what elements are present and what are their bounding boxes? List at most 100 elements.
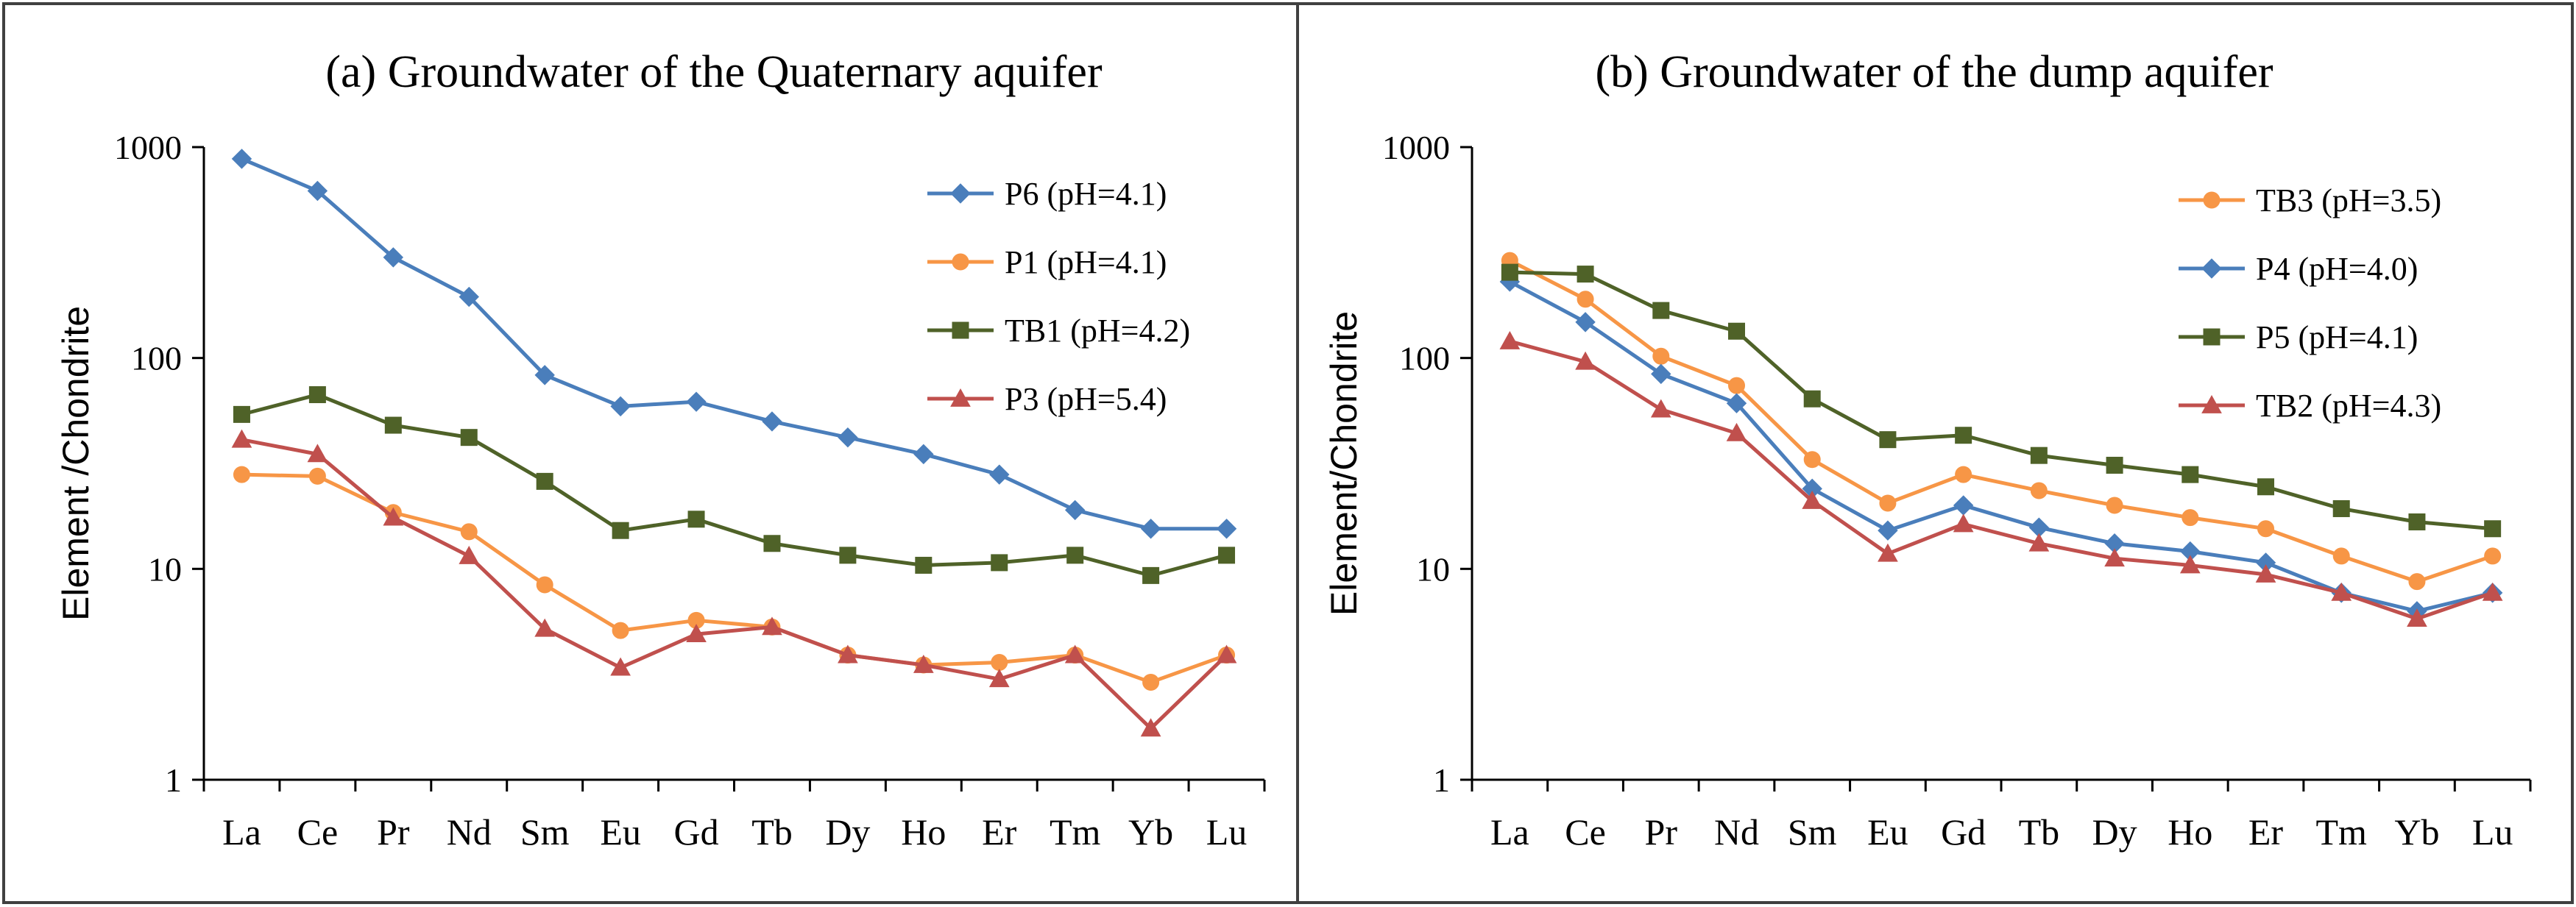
data-point (2179, 555, 2201, 574)
data-point (2182, 509, 2199, 527)
data-point (913, 444, 934, 465)
data-point (2106, 497, 2123, 514)
data-point (2257, 478, 2274, 496)
x-tick-label-ce: Ce (297, 811, 339, 853)
x-tick-label-la: La (222, 811, 261, 853)
data-point (231, 149, 252, 169)
data-point (308, 467, 326, 485)
y-tick-label: 100 (131, 340, 182, 377)
y-tick-label: 1000 (114, 129, 182, 166)
data-point (536, 472, 553, 490)
data-point (459, 545, 480, 564)
data-point (460, 429, 478, 447)
x-tick-label-pr: Pr (377, 811, 410, 853)
data-point (1575, 312, 1596, 332)
legend-marker (952, 253, 969, 271)
data-point (2484, 520, 2502, 538)
panel-b: (b) Groundwater of the dump aquifer Eleme… (1323, 47, 2532, 853)
data-point (459, 286, 479, 307)
x-tick-label-yb: Yb (2394, 811, 2439, 853)
legend-marker (950, 388, 971, 407)
x-tick-label-eu: Eu (1867, 811, 1908, 853)
data-point (383, 247, 404, 268)
data-point (838, 644, 858, 664)
data-point (1499, 330, 1521, 349)
legend-label: P6 (pH=4.1) (1005, 176, 1167, 212)
data-point (991, 654, 1008, 672)
data-point (839, 547, 857, 564)
y-axis-label: Element /Chondrite (55, 306, 96, 621)
data-point (1575, 351, 1596, 370)
data-point (384, 416, 402, 434)
data-point (2332, 499, 2350, 517)
x-tick-label-sm: Sm (520, 811, 570, 853)
data-point (534, 365, 555, 385)
x-tick-label-er: Er (2248, 811, 2284, 853)
data-point (534, 618, 556, 637)
series-line-1 (1509, 280, 2494, 613)
data-point (610, 396, 631, 417)
data-point (307, 180, 328, 202)
data-point (1878, 543, 1898, 562)
x-tick-label-eu: Eu (600, 811, 641, 853)
data-point (231, 429, 252, 448)
data-point (536, 576, 553, 594)
legend-marker (2203, 191, 2221, 209)
data-point (1142, 673, 1160, 691)
data-point (1064, 499, 1086, 521)
data-point (1652, 347, 1670, 365)
data-point (2407, 608, 2427, 627)
data-point (1577, 266, 1594, 283)
series-line-3 (241, 438, 1228, 730)
data-point (989, 464, 1010, 485)
data-point (233, 405, 250, 423)
x-tick-label-gd: Gd (1941, 811, 1986, 853)
y-tick-label: 100 (1399, 340, 1450, 377)
data-point (762, 411, 782, 432)
data-point (915, 556, 933, 574)
x-tick-label-tm: Tm (2315, 811, 2367, 853)
series-line-0 (1509, 258, 2494, 584)
y-tick-label: 1000 (1382, 129, 1450, 166)
x-tick-label-ce: Ce (1565, 811, 1606, 853)
legend-label: P4 (pH=4.0) (2256, 251, 2418, 287)
panel-a: (a) Groundwater of the Quaternary aquife… (55, 47, 1266, 853)
data-point (1726, 393, 1747, 413)
x-tick-label-yb: Yb (1128, 811, 1173, 853)
data-point (460, 523, 478, 541)
data-point (838, 427, 858, 448)
x-tick-label-gd: Gd (673, 811, 718, 853)
data-point (763, 535, 781, 552)
data-point (308, 386, 326, 404)
legend-marker (2203, 328, 2221, 346)
data-point (2106, 456, 2123, 474)
series-line-1 (241, 472, 1228, 684)
data-point (1879, 431, 1897, 449)
x-tick-label-tm: Tm (1050, 811, 1101, 853)
data-point (383, 507, 404, 526)
legend-label: TB2 (pH=4.3) (2256, 388, 2441, 424)
x-tick-label-lu: Lu (2472, 811, 2513, 853)
x-tick-label-ho: Ho (2168, 811, 2212, 853)
data-point (1577, 291, 1594, 308)
data-point (1802, 490, 1823, 509)
data-point (2332, 547, 2350, 565)
data-point (2028, 533, 2050, 552)
data-point (1142, 566, 1160, 584)
y-tick-label: 10 (148, 550, 182, 588)
data-point (2255, 564, 2276, 583)
y-tick-label: 10 (1416, 550, 1450, 588)
x-tick-label-dy: Dy (2092, 811, 2137, 853)
data-point (1501, 263, 1518, 281)
data-point (1650, 399, 1671, 418)
series-line-2 (1510, 270, 2493, 531)
data-point (686, 624, 707, 643)
x-tick-label-nd: Nd (1714, 811, 1759, 853)
data-point (1803, 451, 1821, 469)
data-point (610, 657, 631, 676)
data-point (762, 616, 782, 636)
series-line-2 (241, 393, 1228, 577)
data-point (1728, 377, 1745, 394)
